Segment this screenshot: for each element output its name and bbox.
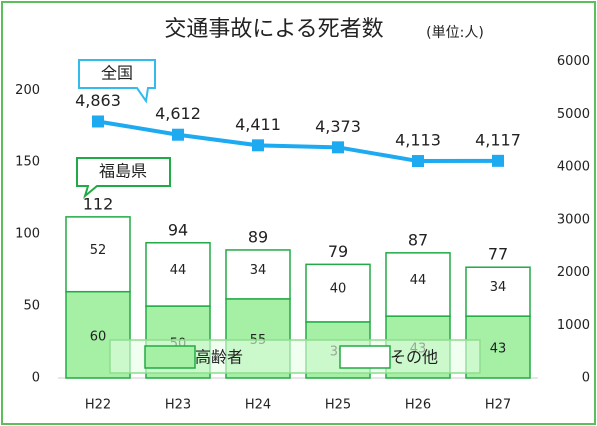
y2-tick-label: 1000 <box>557 318 590 333</box>
bar-segment <box>385 252 451 317</box>
y2-tick-label: 6000 <box>557 54 590 69</box>
line-marker <box>252 139 264 152</box>
y2-tick-label: 3000 <box>557 212 590 227</box>
national-callout: 全国 <box>78 59 156 104</box>
total-label: 87 <box>408 230 428 249</box>
x-tick-label: H26 <box>405 398 431 413</box>
bar-label: 44 <box>170 263 187 278</box>
bar-segment <box>465 266 531 317</box>
legend-swatch <box>339 345 391 369</box>
bar-label: 40 <box>330 282 347 297</box>
bar-segment <box>65 216 131 293</box>
total-label: 89 <box>248 227 268 246</box>
callout-label: 全国 <box>101 64 133 83</box>
callout-label: 福島県 <box>99 162 147 181</box>
line-marker <box>92 115 104 128</box>
y2-tick-label: 4000 <box>557 160 590 175</box>
legend-label: その他 <box>390 348 438 367</box>
bar-label: 34 <box>490 280 507 295</box>
bar-label: 34 <box>250 263 267 278</box>
total-label: 79 <box>328 242 348 261</box>
line-label: 4,373 <box>315 117 361 136</box>
chart-subtitle: (単位:人) <box>426 25 484 41</box>
line-marker <box>172 128 184 141</box>
y-tick-label: 50 <box>23 299 40 314</box>
y2-tick-label: 5000 <box>557 107 590 122</box>
bar-label: 60 <box>90 329 107 344</box>
callout-box <box>76 157 171 199</box>
line-marker <box>412 155 424 168</box>
y2-tick-label: 2000 <box>557 265 590 280</box>
chart-title: 交通事故による死者数 <box>164 17 383 42</box>
total-label: 94 <box>168 220 188 239</box>
x-tick-label: H23 <box>165 398 191 413</box>
y-tick-label: 150 <box>15 155 40 170</box>
line-label: 4,117 <box>475 130 521 149</box>
bar-segment <box>305 263 371 323</box>
legend-swatch <box>144 345 196 369</box>
x-tick-label: H22 <box>85 398 111 413</box>
y2-tick-label: 0 <box>582 371 590 386</box>
x-tick-label: H24 <box>245 398 271 413</box>
legend-label: 高齢者 <box>195 348 243 367</box>
y-tick-label: 200 <box>15 83 40 98</box>
callout-box <box>78 59 156 104</box>
plot: 0501001502000100020003000400050006000605… <box>15 54 590 413</box>
bar-segment <box>145 242 211 307</box>
line-label: 4,612 <box>155 104 201 123</box>
bar-label: 52 <box>90 243 107 258</box>
line-marker <box>332 141 344 154</box>
total-label: 112 <box>83 194 114 213</box>
bar-segment <box>225 249 291 300</box>
bar-label: 43 <box>490 342 507 357</box>
line-label: 4,863 <box>75 91 121 110</box>
y-tick-label: 100 <box>15 227 40 242</box>
y-tick-label: 0 <box>32 371 40 386</box>
x-tick-label: H27 <box>485 398 511 413</box>
x-tick-label: H25 <box>325 398 351 413</box>
line-label: 4,411 <box>235 115 281 134</box>
line-marker <box>492 154 504 167</box>
line <box>97 119 499 164</box>
bar-label: 44 <box>410 273 427 288</box>
stack-callout: 福島県 <box>76 157 171 199</box>
line-label: 4,113 <box>395 131 441 150</box>
legend: 高齢者 その他 <box>109 339 481 374</box>
total-label: 77 <box>488 245 508 264</box>
